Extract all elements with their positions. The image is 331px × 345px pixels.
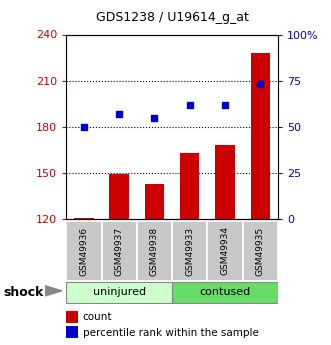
Point xyxy=(222,102,228,107)
Bar xyxy=(145,184,164,219)
Polygon shape xyxy=(45,286,62,296)
FancyBboxPatch shape xyxy=(66,221,102,281)
Bar xyxy=(215,145,235,219)
Text: GSM49933: GSM49933 xyxy=(185,226,194,276)
FancyBboxPatch shape xyxy=(208,221,243,281)
Point xyxy=(117,111,122,117)
Text: GSM49934: GSM49934 xyxy=(220,226,230,276)
Text: GSM49935: GSM49935 xyxy=(256,226,265,276)
Text: shock: shock xyxy=(3,286,44,299)
Text: GSM49937: GSM49937 xyxy=(115,226,124,276)
Bar xyxy=(251,53,270,219)
Bar xyxy=(74,218,94,219)
FancyBboxPatch shape xyxy=(243,221,278,281)
Point xyxy=(81,124,86,130)
Point xyxy=(258,81,263,87)
Text: GDS1238 / U19614_g_at: GDS1238 / U19614_g_at xyxy=(96,11,249,24)
Text: count: count xyxy=(83,312,112,322)
Point xyxy=(152,115,157,120)
FancyBboxPatch shape xyxy=(172,221,208,281)
Text: contused: contused xyxy=(200,287,251,297)
FancyBboxPatch shape xyxy=(66,282,172,303)
Bar xyxy=(66,326,78,338)
Bar xyxy=(66,311,78,323)
Text: GSM49936: GSM49936 xyxy=(79,226,88,276)
Text: uninjured: uninjured xyxy=(93,287,146,297)
FancyBboxPatch shape xyxy=(102,221,137,281)
Point xyxy=(187,102,192,107)
Text: GSM49938: GSM49938 xyxy=(150,226,159,276)
Text: percentile rank within the sample: percentile rank within the sample xyxy=(83,328,259,338)
Bar xyxy=(180,153,200,219)
Bar xyxy=(110,175,129,219)
FancyBboxPatch shape xyxy=(172,282,278,303)
FancyBboxPatch shape xyxy=(137,221,172,281)
